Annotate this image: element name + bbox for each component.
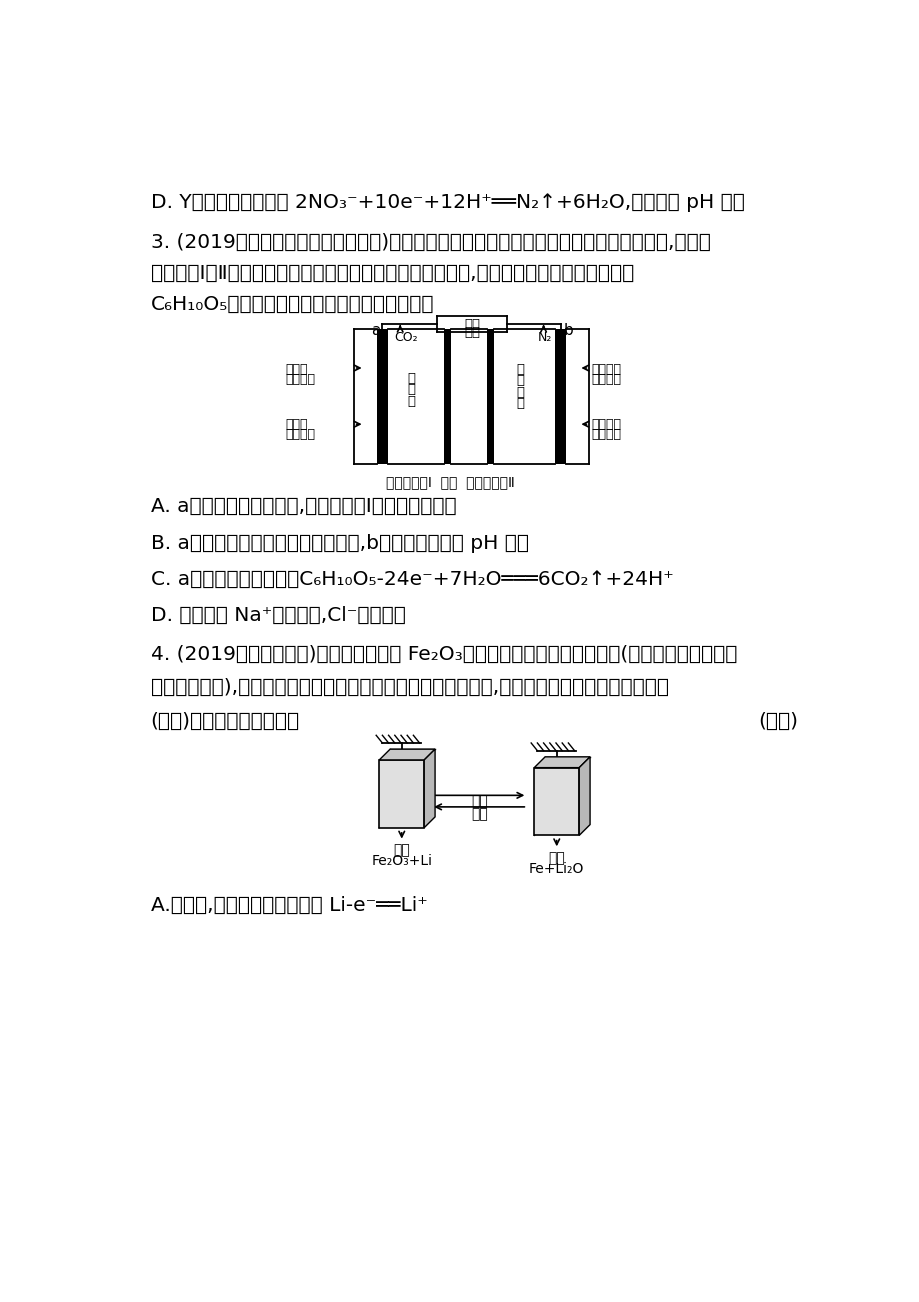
Text: 低浓度硝: 低浓度硝 — [591, 362, 621, 375]
Polygon shape — [379, 760, 424, 828]
Text: D. 中间室中 Na⁺移向左室,Cl⁻移向右室: D. 中间室中 Na⁺移向左室,Cl⁻移向右室 — [151, 605, 405, 625]
Polygon shape — [534, 756, 589, 768]
Bar — [554, 329, 565, 465]
Text: Fe₂O₃+Li: Fe₂O₃+Li — [371, 854, 432, 868]
Text: 淡水: 淡水 — [464, 326, 480, 339]
Text: 酸根废水: 酸根废水 — [591, 372, 621, 385]
Text: 磁: 磁 — [548, 781, 557, 797]
Text: 铁: 铁 — [548, 792, 557, 807]
Text: b: b — [563, 323, 573, 337]
Text: 子交换膜Ⅰ、Ⅱ分别是氯离子交换膜和钔离子交换膜中的一种,图中有机废水中的有机物可用: 子交换膜Ⅰ、Ⅱ分别是氯离子交换膜和钔离子交换膜中的一种,图中有机废水中的有机物可… — [151, 264, 633, 283]
Text: 充电: 充电 — [471, 807, 487, 822]
Text: a: a — [371, 323, 380, 337]
Text: D. Y极发生的反应式为 2NO₃⁻+10e⁻+12H⁺══N₂↑+6H₂O,周围溶液 pH 增大: D. Y极发生的反应式为 2NO₃⁻+10e⁻+12H⁺══N₂↑+6H₂O,周… — [151, 193, 743, 212]
Text: 放电: 放电 — [471, 794, 487, 807]
Text: B. a电极附近溶液的氯离子浓度增大,b电极附近溶液的 pH 减小: B. a电极附近溶液的氯离子浓度增大,b电极附近溶液的 pH 减小 — [151, 534, 528, 552]
Text: 氧: 氧 — [407, 383, 415, 396]
Bar — [377, 329, 388, 465]
Bar — [443, 329, 450, 465]
Text: (　　): ( ) — [757, 711, 798, 730]
Text: 电池: 电池 — [393, 844, 410, 857]
Text: 铁: 铁 — [393, 785, 402, 799]
Bar — [486, 329, 494, 465]
Text: 低浓度: 低浓度 — [285, 362, 308, 375]
Polygon shape — [579, 756, 589, 836]
Text: 硝: 硝 — [516, 374, 524, 387]
Text: 化: 化 — [516, 385, 524, 398]
Text: 离子交换膜Ⅰ  咸水  离子交换膜Ⅱ: 离子交换膜Ⅰ 咸水 离子交换膜Ⅱ — [386, 475, 515, 490]
Polygon shape — [534, 768, 579, 836]
Polygon shape — [379, 749, 435, 760]
Text: (如图)。下列说法错误的是: (如图)。下列说法错误的是 — [151, 711, 300, 730]
Text: 4. (2019河南开封一模)某课题组以纳米 Fe₂O₃作为电极材料制备锂离子电池(另一极为金属锂和石: 4. (2019河南开封一模)某课题组以纳米 Fe₂O₃作为电极材料制备锂离子电… — [151, 646, 736, 664]
Text: A.放电时,负极的电极反应式为 Li-e⁻══Li⁺: A.放电时,负极的电极反应式为 Li-e⁻══Li⁺ — [151, 896, 427, 914]
Text: 墨的复合材料),通过在室温条件下对锂离子电池进行循环充放电,成功地实现了对磁性的可逆调控: 墨的复合材料),通过在室温条件下对锂离子电池进行循环充放电,成功地实现了对磁性的… — [151, 678, 668, 698]
Text: 菌: 菌 — [407, 395, 415, 408]
Text: 3. (2019山东潍坊第一中学高三月考)一种三室微生物燃料电池污水净化系统原理如图所示,其中离: 3. (2019山东潍坊第一中学高三月考)一种三室微生物燃料电池污水净化系统原理… — [151, 233, 709, 253]
Text: 菌: 菌 — [516, 397, 524, 410]
Text: C. a电极的电极反应式为C₆H₁₀O₅-24e⁻+7H₂O═══6CO₂↑+24H⁺: C. a电极的电极反应式为C₆H₁₀O₅-24e⁻+7H₂O═══6CO₂↑+2… — [151, 570, 673, 589]
Text: N₂: N₂ — [538, 331, 552, 344]
Text: C₆H₁₀O₅表示。下列有关说法正确的是（　　）: C₆H₁₀O₅表示。下列有关说法正确的是（ ） — [151, 294, 434, 314]
Text: CO₂: CO₂ — [393, 331, 417, 344]
Polygon shape — [424, 749, 435, 828]
Text: 反: 反 — [516, 362, 524, 375]
Text: 电池: 电池 — [548, 850, 564, 865]
Text: A. a电极为该电池的负极,离子交换膜Ⅰ是钔离子交换膜: A. a电极为该电池的负极,离子交换膜Ⅰ是钔离子交换膜 — [151, 497, 456, 517]
Text: 负载: 负载 — [464, 318, 480, 331]
Text: 有机废水: 有机废水 — [285, 372, 315, 385]
Text: 磁: 磁 — [393, 773, 402, 789]
Text: 酸根废水: 酸根废水 — [591, 428, 621, 441]
Text: 高浓度: 高浓度 — [285, 418, 308, 431]
Text: Fe+Li₂O: Fe+Li₂O — [528, 862, 584, 875]
Text: 厌: 厌 — [407, 372, 415, 385]
Text: 高浓度硝: 高浓度硝 — [591, 418, 621, 431]
Text: 有机废水: 有机废水 — [285, 428, 315, 441]
